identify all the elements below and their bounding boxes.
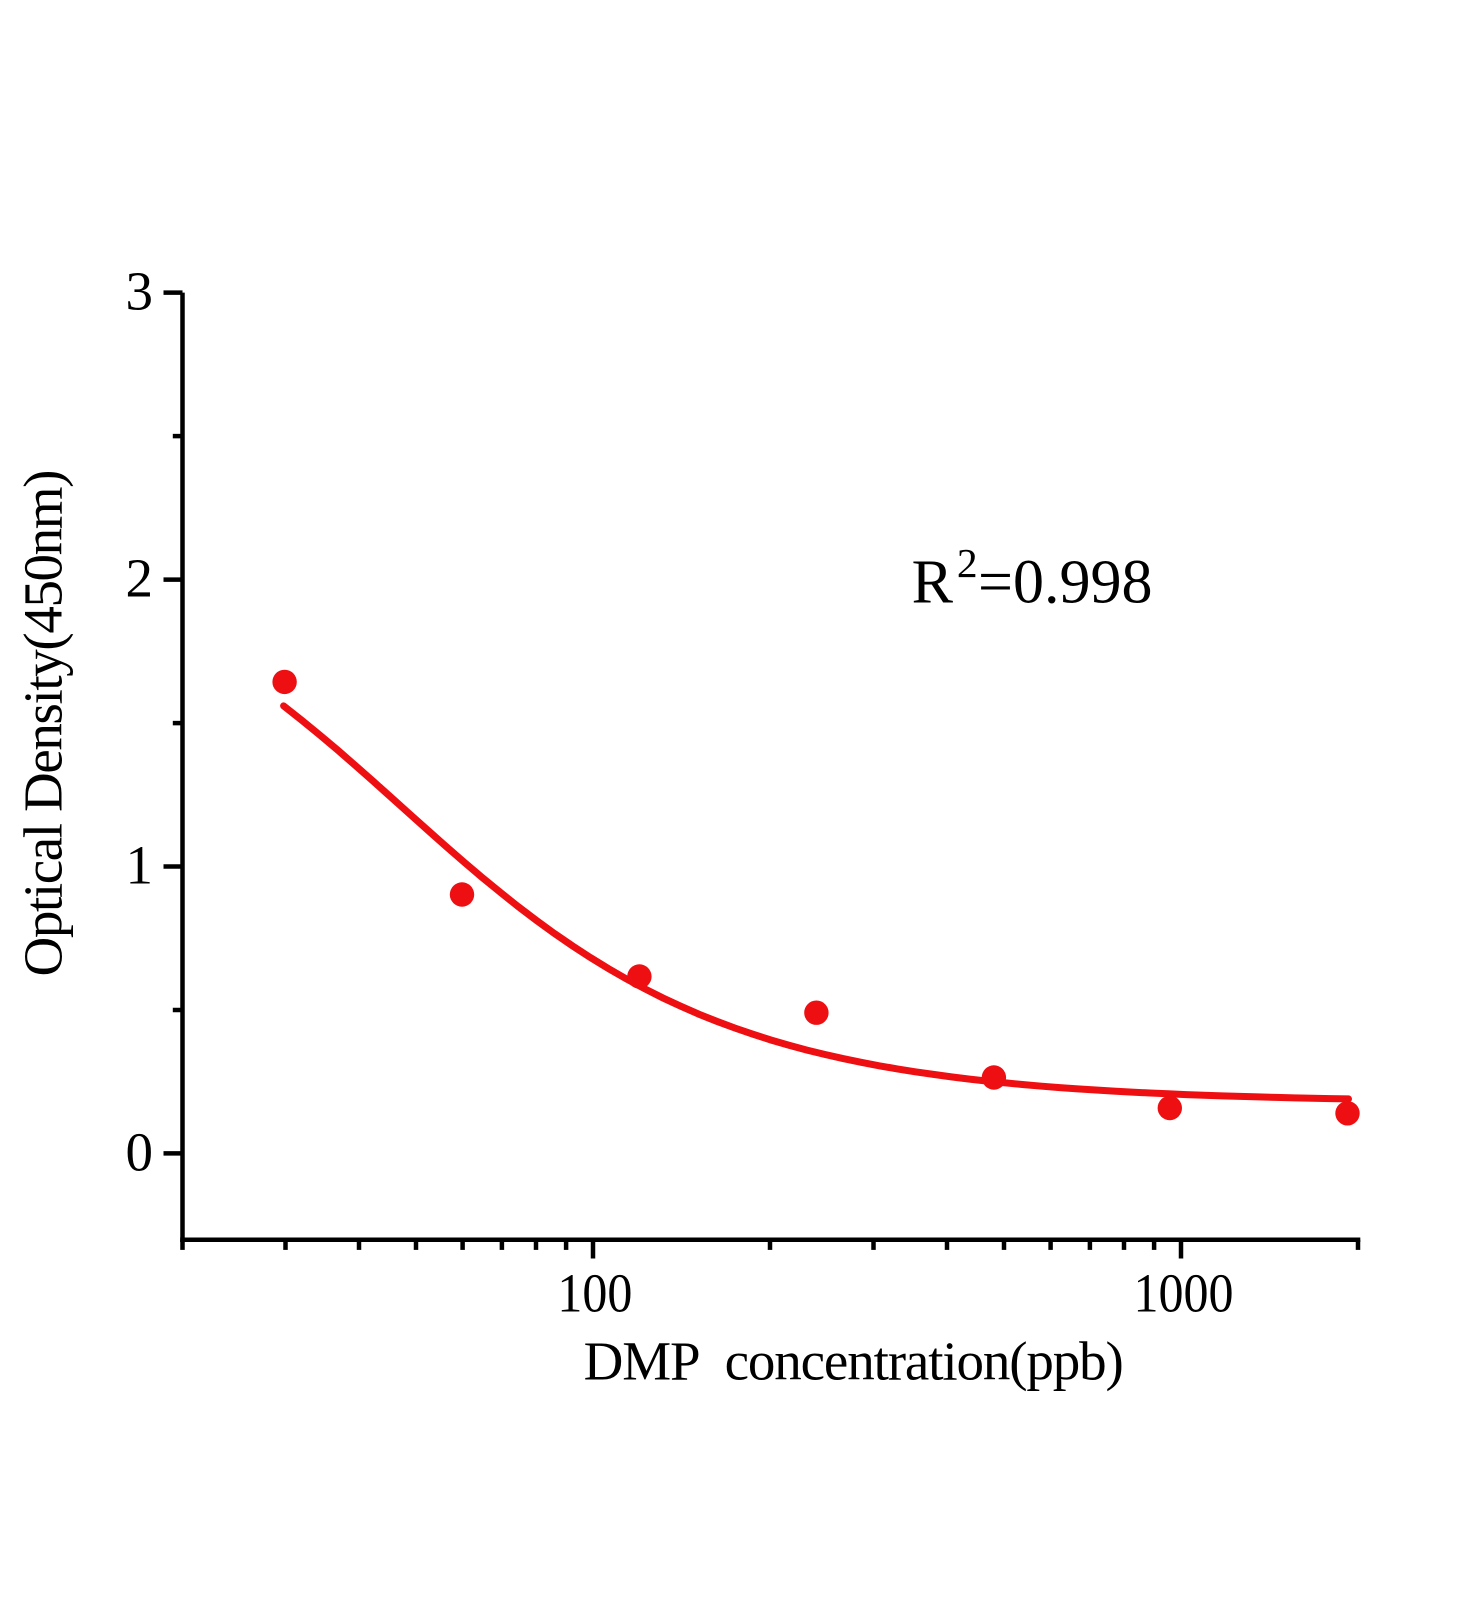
svg-text:1000: 1000 [1134,1263,1234,1324]
svg-text:1: 1 [126,835,154,896]
svg-text:=0.998: =0.998 [978,549,1152,617]
svg-text:2: 2 [126,548,154,609]
svg-text:R: R [912,549,954,617]
svg-text:100: 100 [557,1263,632,1324]
svg-text:0: 0 [126,1121,154,1182]
svg-text:2: 2 [957,540,978,586]
svg-text:DMP concentration(ppb): DMP concentration(ppb) [584,1331,1124,1392]
svg-text:3: 3 [126,261,154,322]
svg-text:Optical Density(450nm): Optical Density(450nm) [13,470,74,977]
